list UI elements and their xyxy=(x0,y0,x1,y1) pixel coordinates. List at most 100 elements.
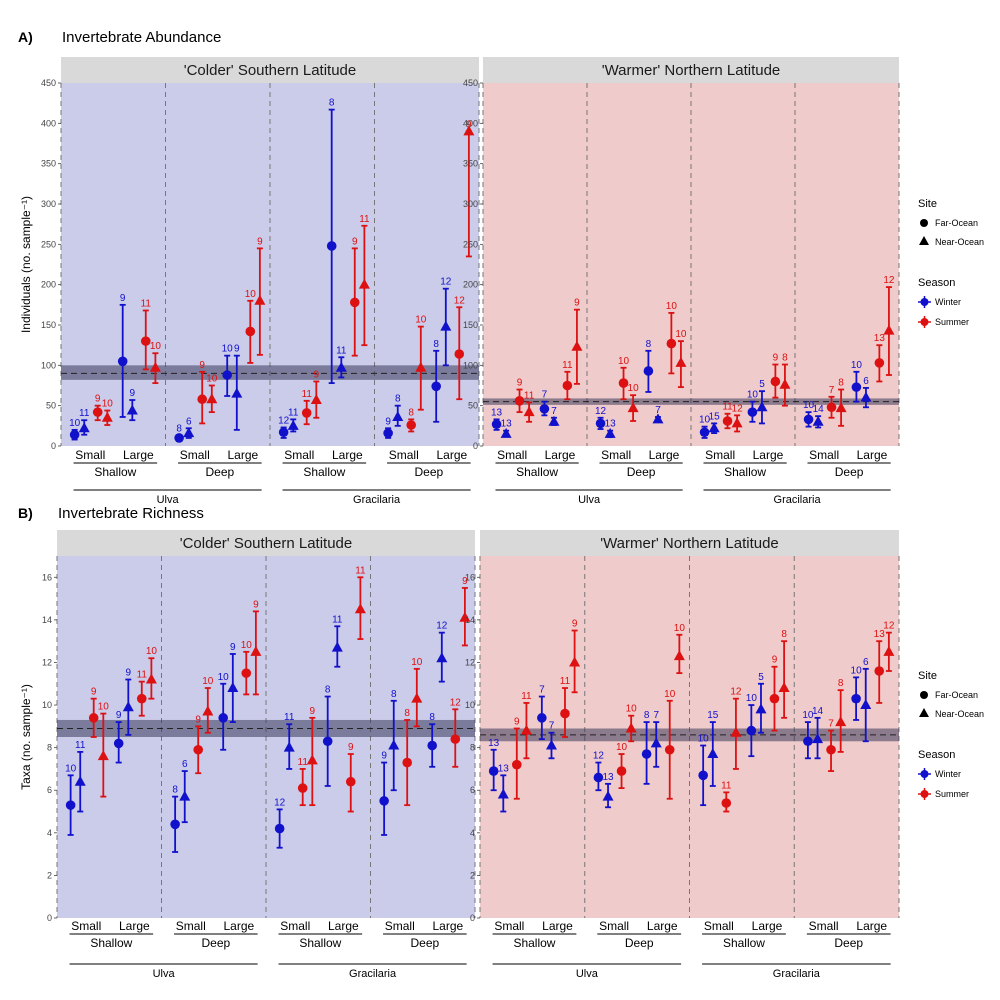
data-point: 9 xyxy=(117,293,128,418)
marker-far-ocean xyxy=(514,396,525,406)
y-tick-label: 12 xyxy=(465,657,475,667)
data-point: 9 xyxy=(250,599,262,696)
data-point: 10 xyxy=(803,400,815,428)
marker-far-ocean xyxy=(427,740,437,751)
data-point: 12 xyxy=(593,751,604,792)
sample-size-label: 11 xyxy=(75,740,86,751)
legend-far-ocean-label: Far-Ocean xyxy=(935,218,978,228)
y-tick-label: 4 xyxy=(47,828,52,838)
y-tick-label: 2 xyxy=(470,870,475,880)
data-point: 11 xyxy=(335,345,347,379)
marker-near-ocean xyxy=(436,652,448,663)
y-tick-label: 0 xyxy=(473,441,478,451)
macroalgae-label: Ulva xyxy=(578,494,601,506)
data-point: 11 xyxy=(141,298,151,371)
sample-size-label: 13 xyxy=(874,333,886,344)
y-tick-label: 14 xyxy=(465,615,475,625)
sample-size-label: 6 xyxy=(182,759,188,770)
panel-label: A) xyxy=(18,29,33,45)
sample-size-label: 9 xyxy=(257,236,263,247)
sample-size-label: 5 xyxy=(758,672,764,683)
sample-size-label: 9 xyxy=(352,236,358,247)
panel-abundance: A) Invertebrate Abundance Individuals (no.… xyxy=(18,29,900,506)
data-point: 9 xyxy=(383,416,393,439)
data-point: 10 xyxy=(206,374,218,414)
sample-size-label: 11 xyxy=(288,407,299,418)
marker-near-ocean xyxy=(625,722,637,733)
legend-summer-icon xyxy=(920,790,929,798)
marker-far-ocean xyxy=(560,708,570,719)
size-label: Small xyxy=(176,919,206,933)
data-point: 9 xyxy=(571,298,583,385)
data-point: 9 xyxy=(514,378,525,414)
y-tick-label: 8 xyxy=(47,743,52,753)
sample-size-label: 10 xyxy=(146,646,158,657)
sample-size-label: 9 xyxy=(91,687,97,698)
y-tick-label: 150 xyxy=(41,320,56,330)
sample-size-label: 12 xyxy=(436,621,448,632)
facet-strip xyxy=(480,530,899,556)
data-point: 12 xyxy=(436,621,448,683)
marker-far-ocean xyxy=(746,725,757,736)
panel-title: Invertebrate Abundance xyxy=(62,29,221,46)
sample-size-label: 11 xyxy=(722,402,733,413)
marker-near-ocean xyxy=(227,682,239,693)
sample-size-label: 10 xyxy=(674,623,686,634)
marker-near-ocean xyxy=(755,703,767,714)
data-point: 12 xyxy=(278,415,290,439)
legend-far-ocean-icon xyxy=(920,691,928,699)
marker-near-ocean xyxy=(97,750,109,761)
marker-far-ocean xyxy=(454,349,465,359)
y-tick-label: 400 xyxy=(41,118,56,128)
sample-size-label: 9 xyxy=(462,576,468,587)
legend-far-ocean-icon xyxy=(920,219,928,227)
marker-far-ocean xyxy=(349,297,360,308)
sample-size-label: 10 xyxy=(851,360,863,371)
data-point: 9 xyxy=(511,716,522,800)
sample-size-label: 12 xyxy=(450,697,462,708)
sample-size-label: 8 xyxy=(838,678,844,689)
size-label: Large xyxy=(856,919,887,933)
data-point: 7 xyxy=(539,390,550,417)
y-tick-label: 12 xyxy=(42,657,52,667)
macroalgae-label: Gracilaria xyxy=(774,494,822,506)
marker-near-ocean xyxy=(545,739,557,750)
sample-size-label: 6 xyxy=(863,376,869,387)
data-point: 11 xyxy=(562,360,573,401)
sample-size-label: 10 xyxy=(618,356,630,367)
marker-near-ocean xyxy=(500,427,512,438)
data-point: 9 xyxy=(254,236,266,356)
data-point: 8 xyxy=(641,710,652,785)
sample-size-label: 10 xyxy=(241,640,253,651)
depth-label: Shallow xyxy=(94,465,136,479)
facet-southern: 'Colder' Southern Latitude05010015020025… xyxy=(41,57,480,506)
marker-far-ocean xyxy=(769,693,780,704)
data-point: 11 xyxy=(721,780,732,813)
marker-far-ocean xyxy=(562,380,573,391)
data-point: 13 xyxy=(605,419,616,439)
marker-far-ocean xyxy=(379,796,389,806)
marker-far-ocean xyxy=(618,378,629,388)
legend-near-ocean-icon xyxy=(919,708,929,717)
sample-size-label: 12 xyxy=(883,621,895,632)
macroalgae-label: Ulva xyxy=(576,968,599,980)
data-point: 11 xyxy=(298,757,308,807)
sample-size-label: 10 xyxy=(65,763,77,774)
marker-near-ocean xyxy=(730,726,742,737)
data-point: 10 xyxy=(747,390,758,423)
data-point: 10 xyxy=(65,763,77,836)
size-label: Large xyxy=(857,448,888,462)
marker-far-ocean xyxy=(450,734,461,744)
marker-far-ocean xyxy=(222,370,232,380)
data-point: 11 xyxy=(520,691,532,760)
sample-size-label: 9 xyxy=(126,668,132,679)
sample-size-label: 8 xyxy=(395,394,401,405)
size-label: Small xyxy=(704,919,734,933)
data-point: 10 xyxy=(146,646,158,700)
sample-size-label: 13 xyxy=(874,629,886,640)
size-label: Large xyxy=(432,919,463,933)
data-point: 8 xyxy=(431,339,441,423)
data-point: 7 xyxy=(826,719,836,772)
marker-near-ocean xyxy=(231,387,243,398)
